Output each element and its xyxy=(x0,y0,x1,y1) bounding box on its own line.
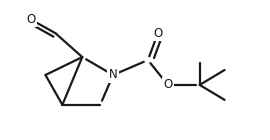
Text: N: N xyxy=(109,68,117,81)
Text: O: O xyxy=(163,78,173,91)
Text: O: O xyxy=(153,27,163,40)
Text: O: O xyxy=(26,13,35,26)
